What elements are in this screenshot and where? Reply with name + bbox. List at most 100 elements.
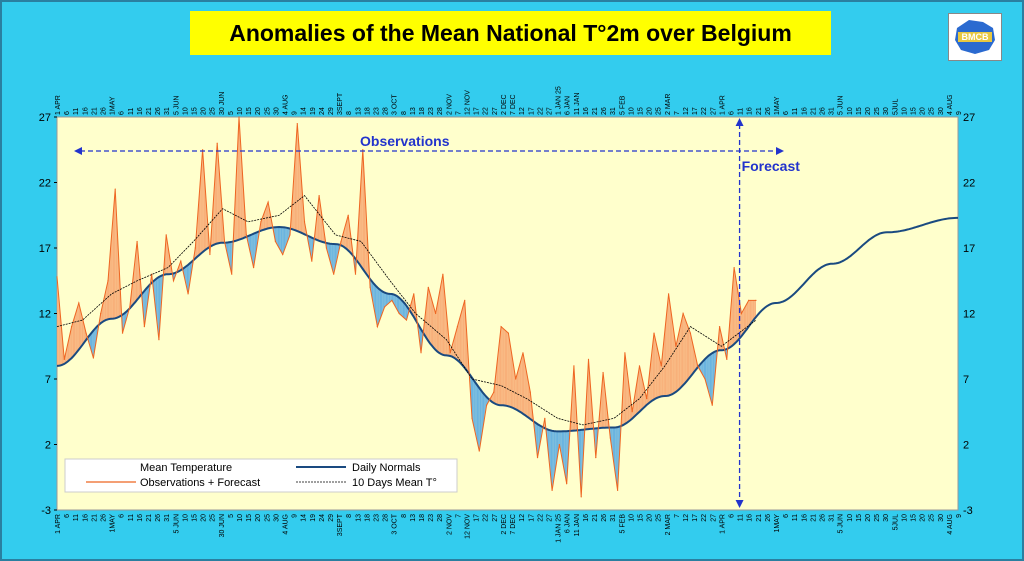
x-tick-label-top: 3 OCT [392, 94, 399, 115]
x-tick-label-bottom: 16 [583, 514, 590, 522]
anomaly-fill-segment [666, 305, 668, 396]
x-tick-label-bottom: 24 [319, 514, 326, 522]
anomaly-fill-segment [640, 371, 642, 411]
x-tick-label-top: 23 [428, 107, 435, 115]
x-tick-label-top: 12 [683, 107, 690, 115]
anomaly-fill-segment [184, 266, 186, 283]
x-tick-label-top: 20 [920, 107, 927, 115]
x-tick-label-bottom: 20 [647, 514, 654, 522]
x-tick-label-bottom: 21 [810, 514, 817, 522]
x-tick-label-top: 13 [410, 107, 417, 115]
x-tick-label-bottom: 8 [346, 514, 353, 518]
anomaly-fill-segment [388, 293, 390, 304]
observation-point [595, 457, 597, 459]
anomaly-fill-segment [251, 234, 253, 263]
anomaly-fill-segment [441, 274, 443, 355]
observation-point [609, 437, 611, 439]
x-tick-label-top: 25 [210, 107, 217, 115]
anomaly-fill-segment [235, 169, 237, 241]
anomaly-fill-segment [347, 215, 349, 251]
observation-point [544, 417, 546, 419]
observation-point [172, 280, 175, 282]
observation-point [464, 299, 466, 301]
anomaly-fill-segment [433, 304, 435, 349]
observation-point [143, 326, 145, 328]
anomaly-fill-segment [504, 329, 506, 406]
x-tick-label-bottom: 8 [401, 514, 408, 518]
anomaly-fill-segment [427, 287, 429, 341]
anomaly-fill-segment [497, 348, 499, 405]
x-tick-label-bottom: 11 JAN [574, 514, 581, 536]
observation-point [231, 273, 233, 275]
anomaly-fill-segment [72, 318, 74, 357]
anomaly-fill-segment [431, 300, 434, 348]
x-tick-label-top: 16 [137, 107, 144, 115]
anomaly-fill-segment [482, 392, 485, 429]
anomaly-fill-segment [513, 363, 515, 409]
anomaly-fill-segment [680, 318, 682, 388]
anomaly-fill-segment [512, 356, 514, 409]
anomaly-fill-segment [627, 372, 629, 423]
observation-point [500, 326, 502, 328]
x-tick-label-bottom: 16 [137, 514, 144, 522]
x-tick-label-top: 5 FEB [619, 95, 626, 115]
anomaly-fill-segment [678, 329, 680, 390]
x-tick-label-top: 5 JUN [173, 96, 180, 115]
x-tick-label-top: 26 [101, 107, 108, 115]
x-tick-label-bottom: 27 [492, 514, 499, 522]
y-tick-label-left: 12 [39, 309, 51, 321]
x-tick-label-bottom: 20 [920, 514, 927, 522]
anomaly-fill-segment [555, 431, 557, 468]
anomaly-fill-segment [104, 291, 106, 321]
x-tick-label-top: 16 [801, 107, 808, 115]
anomaly-fill-segment [462, 304, 464, 367]
anomaly-fill-segment [362, 149, 365, 271]
x-tick-label-bottom: 11 [738, 514, 745, 521]
anomaly-fill-segment [505, 330, 508, 406]
observation-point [318, 195, 320, 197]
anomaly-fill-segment [692, 344, 695, 374]
anomaly-fill-segment [617, 426, 619, 491]
observation-point [274, 240, 277, 243]
x-tick-label-bottom: 17 [692, 514, 699, 522]
observation-point [289, 234, 291, 236]
anomaly-fill-segment [399, 297, 401, 315]
anomaly-fill-segment [200, 166, 202, 255]
anomaly-fill-segment [616, 427, 618, 491]
anomaly-fill-segment [519, 361, 521, 413]
observation-point [362, 149, 364, 151]
x-tick-label-top: 13 [355, 107, 362, 115]
observations-label: Observations [360, 133, 450, 149]
anomaly-fill-segment [237, 117, 240, 241]
anomaly-fill-segment [345, 219, 348, 250]
anomaly-fill-segment [638, 365, 640, 413]
anomaly-fill-segment [283, 227, 286, 252]
legend-mean-temperature: Mean Temperature [140, 462, 232, 474]
x-tick-label-top: 1 JAN 25 [556, 86, 563, 115]
anomaly-fill-segment [442, 274, 445, 356]
anomaly-fill-segment [206, 202, 208, 250]
observation-point [536, 457, 539, 459]
anomaly-fill-segment [203, 167, 206, 252]
anomaly-fill-segment [660, 360, 662, 397]
x-tick-label-bottom: 15 [856, 514, 863, 522]
x-tick-label-bottom: 6 JAN [565, 514, 572, 533]
anomaly-fill-segment [478, 386, 480, 452]
anomaly-fill-segment [527, 379, 530, 419]
observation-point [420, 352, 422, 354]
observation-point [311, 260, 313, 262]
anomaly-fill-segment [455, 330, 457, 360]
x-tick-label-top: 12 [519, 107, 526, 115]
anomaly-fill-segment [226, 242, 229, 258]
x-tick-label-bottom: 11 [128, 514, 135, 521]
observation-point [704, 378, 706, 380]
anomaly-fill-segment [124, 311, 127, 325]
anomaly-fill-segment [114, 189, 116, 319]
x-tick-label-bottom: 21 [756, 514, 763, 522]
anomaly-fill-segment [669, 302, 672, 396]
x-tick-label-bottom: 3SEPT [337, 513, 344, 536]
anomaly-fill-segment [707, 355, 709, 393]
anomaly-fill-segment [394, 294, 396, 307]
x-tick-label-bottom: 12 [519, 514, 526, 522]
